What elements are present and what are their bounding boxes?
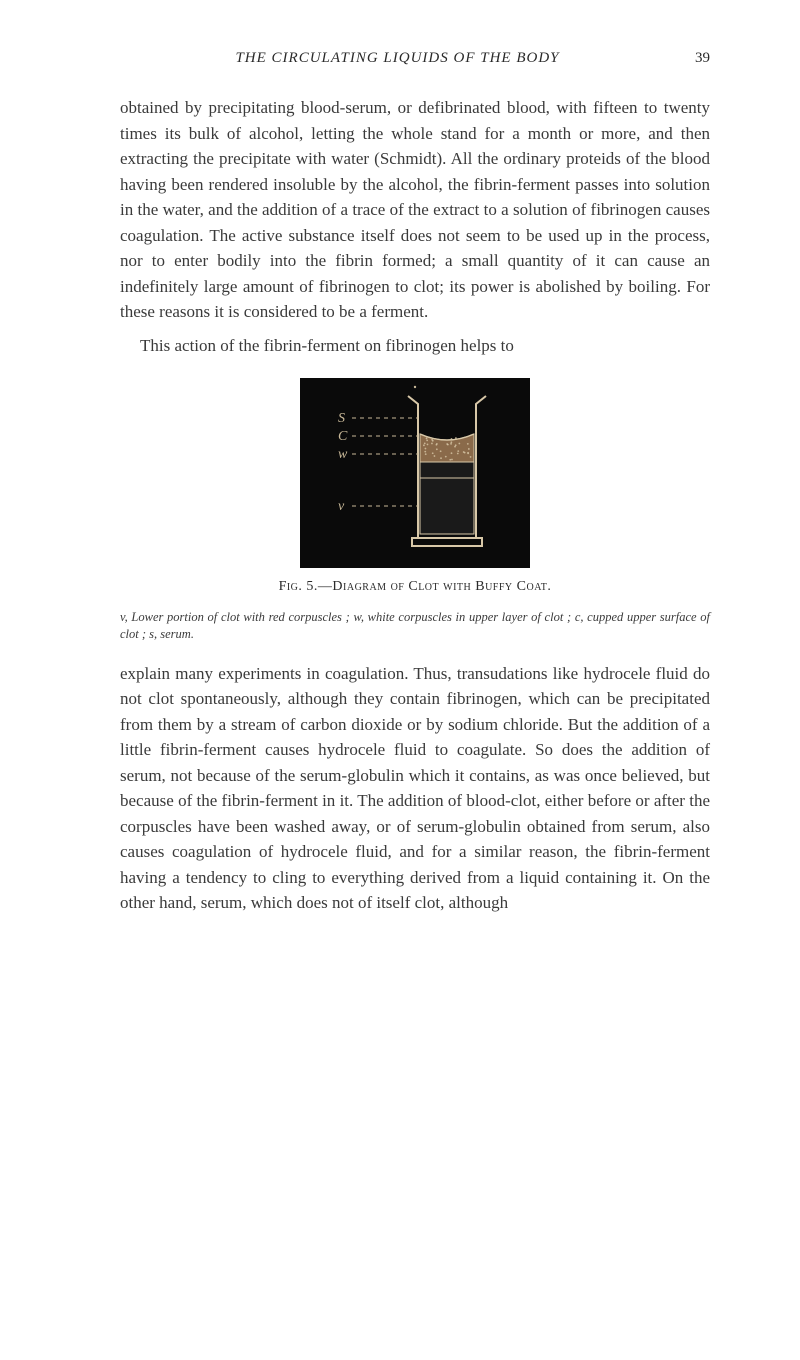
svg-text:S: S <box>338 411 345 426</box>
page-number: 39 <box>695 50 710 67</box>
figure-5-caption: Fig. 5.—Diagram of Clot with Buffy Coat. <box>120 579 710 595</box>
running-title: THE CIRCULATING LIQUIDS OF THE BODY <box>120 50 675 67</box>
svg-text:C: C <box>338 429 348 444</box>
figure-5-diagram: SCw v <box>300 378 530 568</box>
figure-caption-prefix: Fig. 5. <box>279 579 318 594</box>
svg-text:w: w <box>338 447 348 462</box>
paragraph-1: obtained by precipitating blood-serum, o… <box>120 95 710 325</box>
paragraph-3: explain many experiments in coagulation.… <box>120 661 710 916</box>
figure-5: SCw v Fig. 5.—Diagram of Clot with Buffy … <box>120 378 710 595</box>
figure-5-legend: v, Lower portion of clot with red corpus… <box>120 609 710 643</box>
svg-text:v: v <box>338 499 345 514</box>
paragraph-2: This action of the fibrin-ferment on fib… <box>120 333 710 359</box>
figure-caption-text: —Diagram of Clot with Buffy Coat. <box>318 579 552 594</box>
figure-legend-text: v, Lower portion of clot with red corpus… <box>120 610 710 641</box>
